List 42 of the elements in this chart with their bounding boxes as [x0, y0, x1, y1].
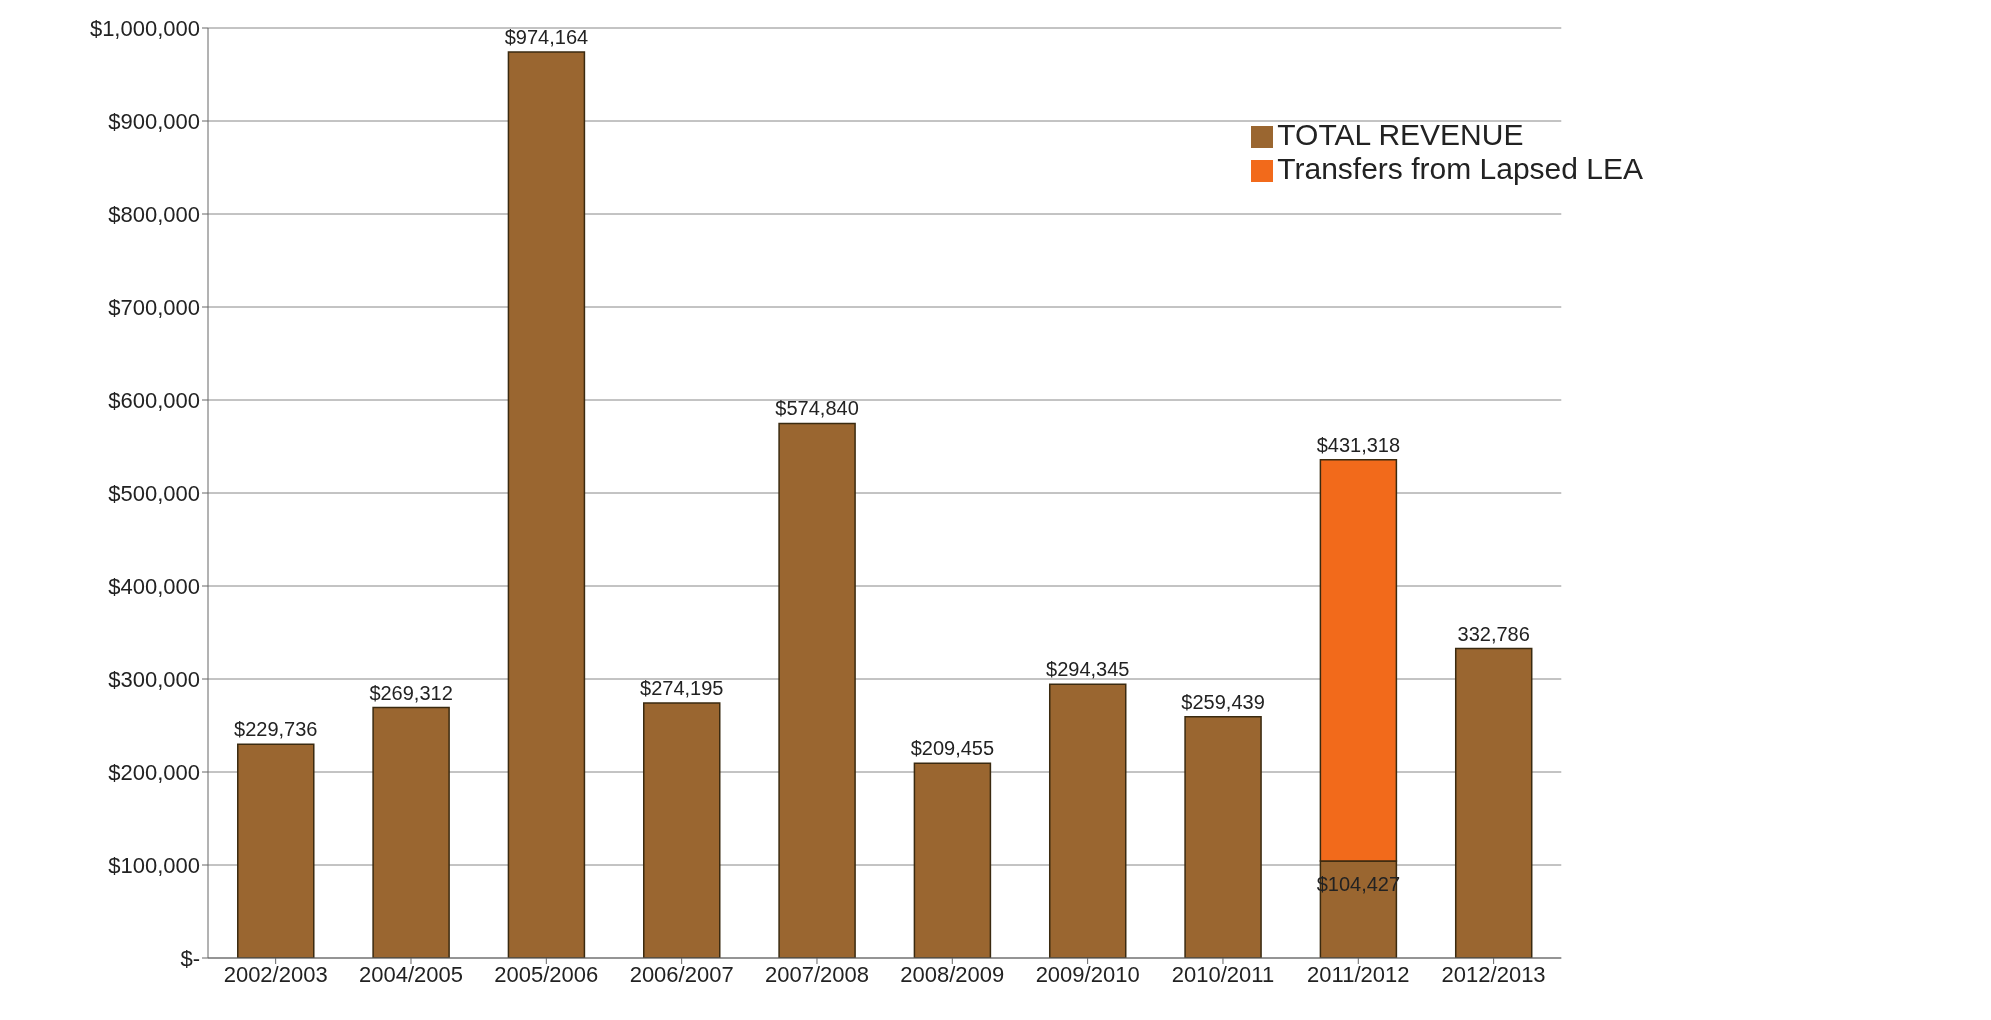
x-tick-label: 2012/2013: [1441, 961, 1546, 987]
x-tick-label: 2006/2007: [629, 961, 734, 987]
y-tick-label: $100,000: [108, 852, 200, 878]
bar: [778, 422, 856, 958]
x-tick-label: 2005/2006: [494, 961, 599, 987]
data-label: $294,345: [1046, 658, 1130, 681]
y-tick-label: $700,000: [108, 294, 200, 320]
data-label: $974,164: [504, 26, 589, 49]
x-tick-label: 2009/2010: [1035, 961, 1140, 987]
y-tick-label: $600,000: [108, 387, 200, 413]
bar: [913, 762, 992, 958]
y-tick-label: $1,000,000: [89, 15, 200, 41]
bar: [643, 702, 721, 958]
x-tick-label: 2007/2008: [764, 961, 869, 987]
bar: [1184, 715, 1262, 958]
y-tick-label: $800,000: [108, 201, 200, 227]
data-label: 332,786: [1457, 622, 1530, 645]
bar: [237, 743, 315, 958]
data-label: $209,455: [910, 737, 995, 760]
bar: [1454, 647, 1533, 958]
data-label: $274,195: [640, 677, 724, 699]
y-tick-label: $900,000: [108, 108, 200, 134]
x-tick-label: 2008/2009: [900, 961, 1005, 987]
bar: [372, 706, 450, 958]
legend-label: Transfers from Lapsed LEA: [1277, 152, 1643, 185]
data-label: $259,439: [1181, 690, 1265, 713]
data-label: $269,312: [369, 681, 453, 704]
bar: [1048, 683, 1127, 958]
data-label: $574,840: [775, 397, 859, 420]
legend-label: TOTAL REVENUE: [1277, 118, 1524, 151]
x-tick-label: 2010/2011: [1171, 961, 1275, 987]
data-label: $229,736: [234, 718, 318, 741]
x-tick-label: 2011/2012: [1307, 961, 1410, 987]
data-label: $431,318: [1316, 433, 1401, 456]
bar: [507, 51, 586, 958]
y-tick-label: $500,000: [108, 480, 200, 506]
y-tick-label: $400,000: [108, 573, 200, 599]
y-tick-label: $200,000: [108, 759, 200, 785]
y-tick-label: $300,000: [108, 666, 200, 692]
x-tick-label: 2002/2003: [223, 961, 328, 987]
y-tick-label: $-: [180, 945, 200, 971]
x-tick-label: 2004/2005: [358, 961, 463, 987]
